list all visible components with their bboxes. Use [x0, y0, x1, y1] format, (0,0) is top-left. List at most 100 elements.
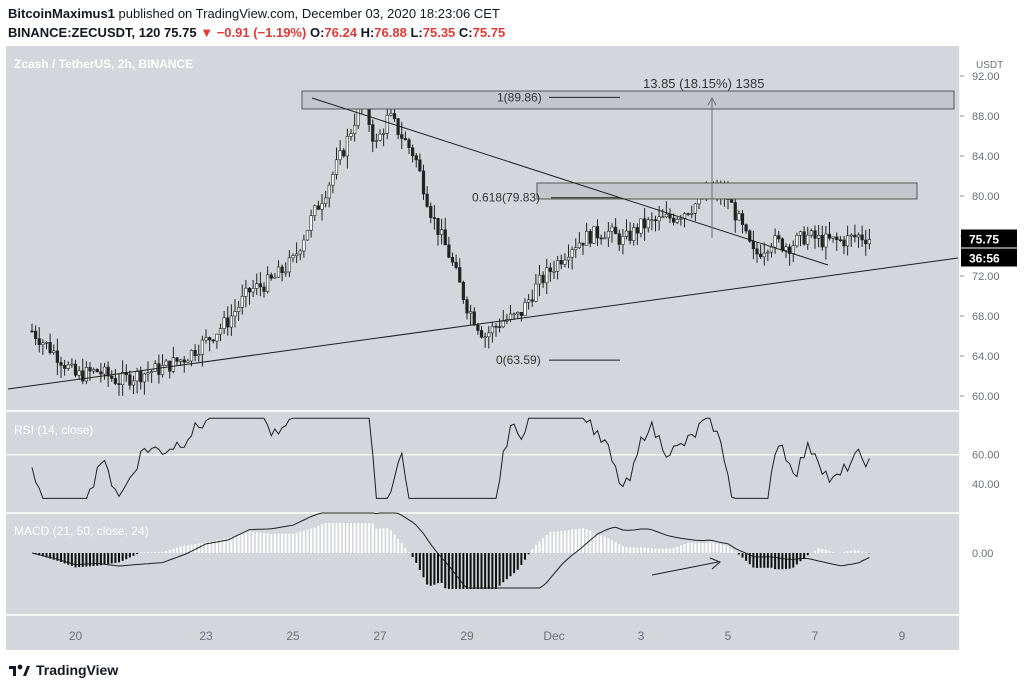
candle-body — [200, 339, 204, 355]
candle-body — [795, 235, 799, 247]
candle-body — [690, 213, 694, 215]
candle-body — [867, 239, 871, 245]
candle-body — [664, 213, 668, 218]
candle-body — [81, 370, 85, 382]
candle-body — [566, 256, 571, 261]
publish-info: BitcoinMaximus1 published on TradingView… — [8, 6, 500, 21]
candle-body — [77, 370, 81, 376]
candle-body — [556, 260, 560, 272]
y-tick-label: 84.00 — [972, 151, 1000, 163]
candle-body — [197, 354, 201, 357]
candle-body — [44, 342, 49, 344]
rsi-pane[interactable]: 60.00 40.00 — [6, 417, 1000, 499]
candle-body — [432, 217, 436, 219]
open-label: O: — [309, 25, 325, 40]
candle-body — [295, 253, 299, 257]
candle-body — [208, 337, 212, 341]
x-tick-label: 29 — [460, 629, 474, 643]
fib-level-0618-label: 0.618(79.83) — [472, 191, 540, 205]
candle-body — [382, 133, 386, 135]
candle-body — [472, 311, 476, 326]
candle-body — [298, 250, 302, 255]
candle-body — [570, 249, 574, 258]
ascending-trendline[interactable] — [7, 257, 959, 390]
candle-body — [276, 266, 281, 278]
countdown-tag: 36:56 — [969, 252, 1000, 266]
candle-body — [791, 245, 795, 254]
candle-body — [552, 270, 556, 273]
pane-separators — [6, 46, 1018, 650]
candle-body — [229, 315, 233, 328]
macd-tick-label: 0.00 — [972, 548, 993, 560]
candle-body — [284, 271, 288, 274]
candle-body — [817, 235, 821, 239]
resistance-box-top[interactable] — [301, 90, 955, 110]
candle-body — [37, 338, 41, 345]
candle-body — [400, 134, 404, 139]
candle-body — [247, 287, 252, 293]
x-tick-label: 20 — [69, 629, 83, 643]
candle-body — [128, 374, 132, 386]
candle-body — [182, 359, 186, 363]
footer: TradingView — [8, 662, 118, 678]
candle-body — [603, 237, 607, 240]
candle-body — [548, 267, 552, 272]
candle-body — [530, 299, 534, 302]
candle-body — [780, 238, 784, 251]
candle-body — [135, 371, 139, 382]
current-price-tag: 75.75 — [969, 233, 999, 247]
candle-body — [164, 360, 168, 366]
y-tick-label: 92.00 — [972, 71, 1000, 83]
candle-body — [476, 324, 480, 331]
candle-body — [41, 342, 45, 345]
footer-brand[interactable]: TradingView — [36, 662, 119, 678]
candle-body — [635, 227, 639, 234]
candle-body — [331, 174, 335, 186]
candle-body — [653, 219, 658, 222]
candle-body — [222, 317, 226, 329]
rsi-tick-label: 60.00 — [972, 450, 1000, 462]
candle-body — [733, 202, 737, 221]
candle-body — [287, 257, 291, 273]
resistance-box-mid[interactable] — [536, 182, 918, 200]
candle-body — [309, 215, 313, 231]
candle-body — [440, 229, 444, 235]
candle-body — [831, 236, 835, 239]
candle-body — [88, 367, 92, 372]
descending-trendline[interactable] — [311, 97, 829, 266]
candles-layer — [30, 90, 871, 396]
candle-body — [443, 229, 447, 246]
x-tick-label: 27 — [373, 629, 387, 643]
candle-body — [773, 235, 777, 248]
candle-body — [211, 339, 215, 342]
candle-body — [121, 372, 125, 385]
candle-body — [334, 159, 339, 175]
current-price-tag-bg — [961, 229, 1017, 248]
candle-body — [824, 233, 828, 248]
macd-label: MACD (21, 50, close, 24) — [14, 524, 149, 538]
candle-body — [537, 274, 542, 285]
candle-body — [403, 138, 407, 141]
candle-body — [204, 337, 208, 341]
author-name[interactable]: BitcoinMaximus1 — [8, 6, 115, 21]
time-axis[interactable]: 20 23 25 27 29 Dec 3 5 7 9 — [69, 629, 906, 643]
candle-body — [73, 363, 78, 376]
candle-body — [650, 219, 654, 221]
candle-body — [820, 235, 824, 248]
candle-body — [541, 274, 545, 284]
candle-body — [835, 236, 839, 241]
candle-body — [447, 244, 451, 258]
x-tick-label: 25 — [286, 629, 300, 643]
candle-body — [371, 124, 375, 142]
candle-body — [846, 235, 850, 247]
candle-body — [458, 267, 462, 283]
candle-body — [313, 205, 317, 216]
candle-body — [436, 217, 440, 235]
macd-pane[interactable]: 0.00 — [31, 512, 993, 589]
candle-body — [139, 371, 143, 383]
candle-body — [418, 159, 422, 172]
candle-body — [806, 234, 810, 245]
candle-body — [777, 235, 781, 240]
candle-body — [643, 218, 647, 229]
